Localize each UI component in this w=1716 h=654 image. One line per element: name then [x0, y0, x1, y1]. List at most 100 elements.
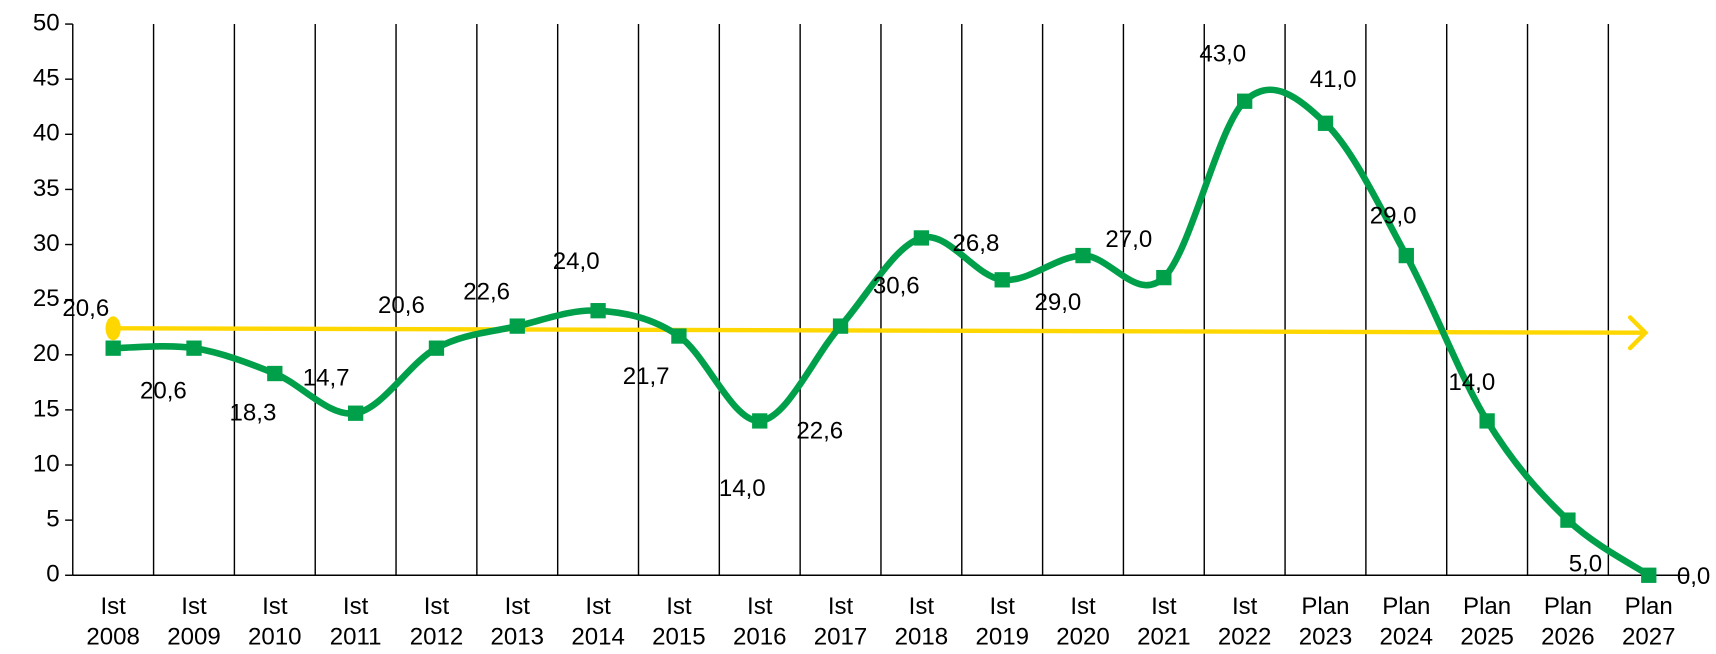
marker	[509, 318, 525, 334]
x-tick-label-line: 2013	[491, 624, 545, 651]
marker	[1156, 269, 1172, 286]
marker	[1398, 247, 1414, 264]
data-label: 0,0	[1677, 563, 1710, 590]
x-tick-label-line: Ist	[666, 593, 692, 620]
marker	[590, 303, 606, 319]
x-tick-label: Ist 2010	[248, 593, 302, 651]
y-tick-label: 10	[33, 450, 60, 477]
x-tick-label-line: 2011	[330, 624, 382, 651]
x-tick-label-line: 2027	[1622, 624, 1676, 651]
x-tick-label: Plan 2025	[1460, 593, 1513, 651]
data-label: 27,0	[1105, 226, 1152, 253]
data-label: 41,0	[1310, 66, 1357, 93]
marker	[1237, 93, 1253, 109]
x-tick-label: Ist 2021	[1137, 593, 1191, 651]
x-tick-label: Ist 2008	[86, 593, 140, 651]
marker	[186, 340, 202, 356]
x-tick-label-line: Ist	[262, 593, 288, 620]
x-tick-label: Plan 2027	[1622, 593, 1676, 651]
marker	[913, 230, 930, 246]
x-tick-label-line: 2015	[652, 624, 705, 651]
y-tick-label: 15	[33, 395, 60, 422]
x-tick-label-line: Ist	[828, 593, 854, 620]
marker	[994, 272, 1010, 288]
x-tick-label-line: Plan	[1382, 593, 1430, 620]
x-tick-label: Ist 2013	[491, 593, 545, 651]
x-tick-label-line: 2017	[814, 624, 868, 651]
y-tick-label: 30	[33, 230, 60, 257]
y-tick-label: 35	[33, 175, 60, 202]
y-tick-label: 50	[33, 9, 60, 36]
x-tick-label-line: 2018	[895, 624, 949, 651]
x-tick-label-line: 2009	[167, 624, 221, 651]
x-tick-label-line: Ist	[505, 593, 531, 620]
data-label: 20,6	[140, 377, 187, 404]
marker	[832, 318, 849, 334]
x-tick-label: Ist 2018	[895, 593, 949, 651]
marker	[428, 340, 445, 356]
data-label: 22,6	[796, 418, 843, 445]
x-tick-label: Ist 2011	[330, 593, 382, 651]
data-label: 26,8	[953, 230, 1000, 257]
x-tick-label-line: Ist	[1070, 593, 1096, 620]
y-tick-label: 40	[33, 120, 60, 147]
x-tick-label-line: 2008	[86, 624, 140, 651]
x-tick-label-line: 2025	[1460, 624, 1513, 651]
marker	[105, 340, 121, 356]
x-tick-label: Plan 2023	[1299, 593, 1353, 651]
marker	[1479, 413, 1495, 429]
marker	[752, 413, 768, 429]
data-label: 22,6	[463, 279, 510, 306]
marker	[1641, 567, 1657, 583]
marker	[267, 365, 283, 382]
y-tick-label: 20	[33, 340, 60, 367]
trend-arrowhead	[1627, 315, 1649, 351]
x-tick-label-line: Ist	[343, 593, 369, 620]
x-tick-label-line: 2019	[975, 624, 1028, 651]
x-tick-label-line: Ist	[990, 593, 1016, 620]
y-tick-label: 45	[33, 65, 60, 92]
data-label: 14,7	[303, 365, 350, 392]
x-tick-label-line: 2020	[1056, 624, 1110, 651]
x-tick-label-line: Ist	[100, 593, 126, 620]
data-label: 18,3	[230, 399, 277, 426]
data-label: 24,0	[553, 248, 600, 275]
data-label: 14,0	[1448, 369, 1495, 396]
trend-start	[105, 316, 121, 341]
x-tick-label-line: Ist	[1151, 593, 1177, 620]
x-tick-label-line: 2016	[733, 624, 787, 651]
data-label: 29,0	[1034, 289, 1081, 316]
x-tick-label-line: 2014	[571, 624, 624, 651]
x-tick-label: Ist 2014	[571, 593, 624, 651]
data-label: 5,0	[1569, 550, 1602, 577]
x-tick-label-line: Plan	[1463, 593, 1511, 620]
marker	[347, 405, 364, 421]
x-tick-label-line: Plan	[1625, 593, 1673, 620]
x-tick-label: Ist 2020	[1056, 593, 1110, 651]
data-label: 21,7	[623, 363, 670, 390]
x-tick-label-line: Ist	[747, 593, 773, 620]
x-tick-label-line: Ist	[1232, 593, 1258, 620]
data-label: 43,0	[1199, 41, 1246, 68]
data-label: 14,0	[719, 475, 766, 502]
y-tick-label: 0	[46, 561, 59, 588]
x-tick-label: Ist 2012	[410, 593, 464, 651]
x-tick-label-line: 2024	[1380, 624, 1433, 651]
x-tick-label-line: 2010	[248, 624, 302, 651]
y-tick-label: 5	[46, 505, 59, 532]
x-tick-label-line: 2012	[410, 624, 464, 651]
x-tick-label-line: Ist	[585, 593, 611, 620]
marker	[671, 328, 687, 344]
x-tick-label-line: 2023	[1299, 624, 1353, 651]
marker	[1075, 247, 1091, 264]
x-tick-label-line: 2022	[1218, 624, 1272, 651]
y-tick-label: 25	[33, 285, 60, 312]
x-tick-label-line: 2026	[1541, 624, 1595, 651]
x-tick-label: Ist 2016	[733, 593, 787, 651]
x-tick-label: Plan 2024	[1380, 593, 1433, 651]
x-tick-label: Ist 2009	[167, 593, 221, 651]
marker	[1560, 512, 1576, 528]
data-label: 30,6	[873, 272, 920, 299]
marker	[1317, 115, 1334, 131]
